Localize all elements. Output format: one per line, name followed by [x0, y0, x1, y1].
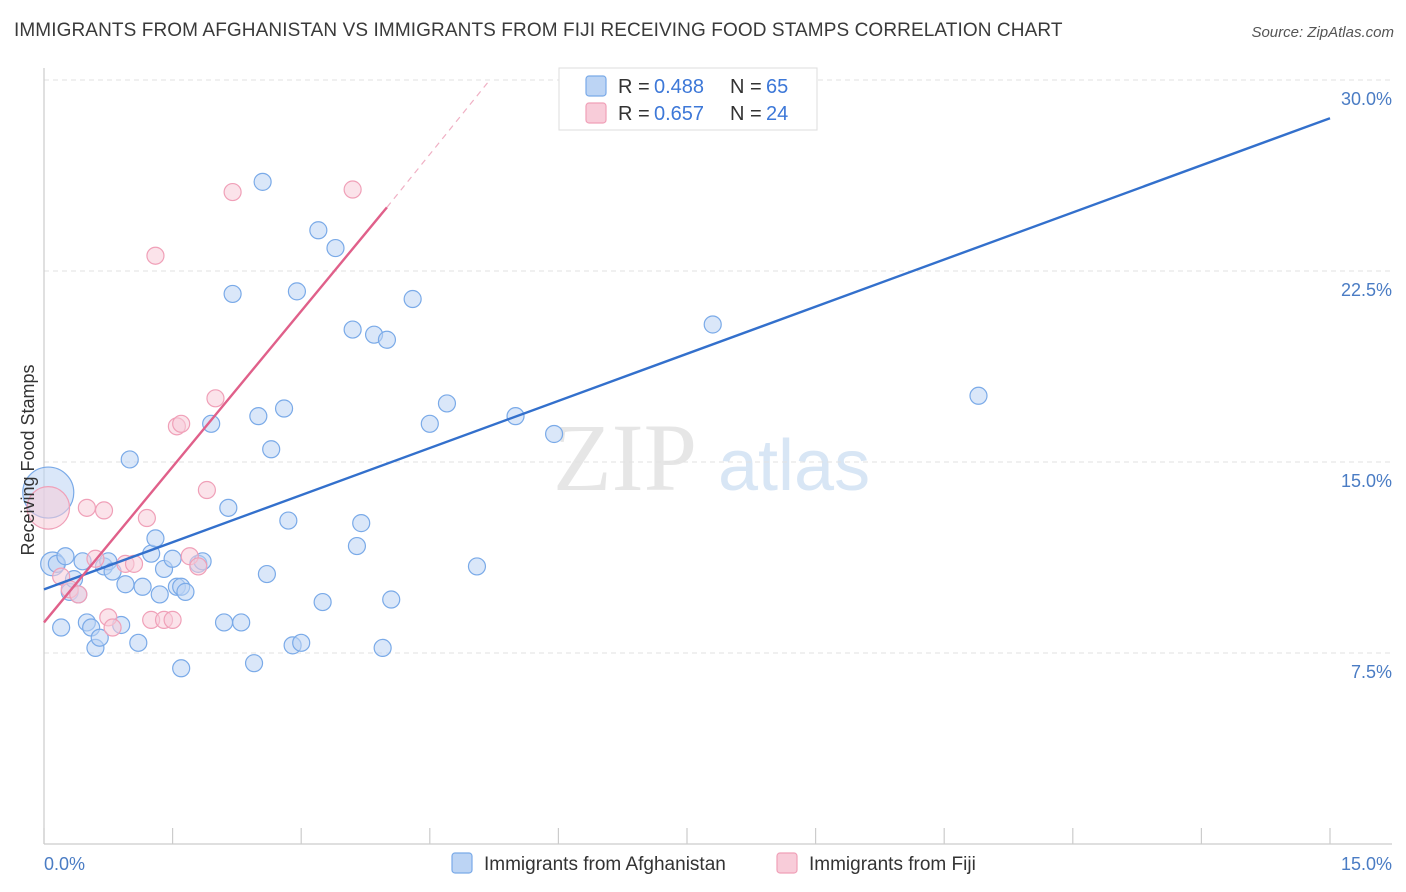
- point-afghanistan: [202, 414, 221, 433]
- point-afghanistan: [309, 221, 328, 240]
- point-afghanistan: [377, 330, 397, 349]
- point-afghanistan: [545, 424, 564, 444]
- correlation-legend: R = 0.488 N = 65 R = 0.657 N = 24: [558, 67, 818, 131]
- watermark-atlas: atlas: [718, 426, 870, 506]
- point-fiji: [343, 180, 362, 199]
- point-afghanistan: [150, 585, 169, 604]
- point-afghanistan: [214, 613, 234, 632]
- gridlines: [44, 79, 1392, 654]
- point-afghanistan: [244, 654, 264, 673]
- point-afghanistan: [287, 282, 307, 301]
- y-tick-labels: 7.5% 15.0% 22.5% 30.0%: [1341, 89, 1392, 682]
- legend-r-value-2: 0.657: [654, 103, 704, 125]
- point-fiji: [77, 498, 96, 517]
- series-swatch-fiji: [776, 852, 798, 874]
- point-afghanistan: [437, 394, 457, 413]
- point-afghanistan: [116, 575, 135, 594]
- trend-extension-fiji: [386, 79, 491, 208]
- chart-title: IMMIGRANTS FROM AFGHANISTAN VS IMMIGRANT…: [14, 20, 1063, 41]
- legend-n-value-1: 65: [766, 76, 788, 98]
- point-afghanistan: [326, 238, 345, 258]
- point-afghanistan: [249, 407, 268, 426]
- y-tick-label: 30.0%: [1341, 89, 1392, 109]
- point-afghanistan: [969, 386, 988, 405]
- series-legend: Immigrants from Afghanistan Immigrants f…: [451, 852, 976, 875]
- series-label-afghanistan: Immigrants from Afghanistan: [484, 854, 726, 875]
- point-fiji: [223, 182, 242, 202]
- point-afghanistan: [163, 549, 182, 568]
- point-fiji: [172, 414, 191, 433]
- axes: [43, 68, 1392, 845]
- point-afghanistan: [172, 659, 191, 678]
- point-afghanistan: [343, 320, 362, 339]
- legend-swatch-fiji: [585, 102, 607, 124]
- x-tick-label-min: 0.0%: [44, 854, 85, 874]
- point-fiji: [26, 485, 71, 530]
- trend-lines: [43, 79, 1331, 624]
- point-afghanistan: [420, 414, 439, 433]
- point-afghanistan: [373, 638, 392, 658]
- point-afghanistan: [129, 633, 148, 652]
- point-afghanistan: [262, 440, 281, 459]
- legend-swatch-afghanistan: [585, 75, 607, 97]
- point-fiji: [146, 246, 165, 265]
- point-afghanistan: [56, 547, 75, 566]
- y-axis-label: Receiving Food Stamps: [18, 364, 38, 555]
- trend-line-fiji: [43, 206, 388, 624]
- point-afghanistan: [120, 450, 139, 469]
- point-afghanistan: [313, 592, 332, 612]
- chart-source: Source: ZipAtlas.com: [1251, 24, 1394, 41]
- legend-r-label-1: R =: [618, 76, 650, 98]
- legend-n-label-2: N =: [730, 103, 762, 125]
- legend-n-value-2: 24: [766, 103, 788, 125]
- point-afghanistan: [176, 582, 195, 601]
- legend-n-label-1: N =: [730, 76, 762, 98]
- legend-r-label-2: R =: [618, 103, 650, 125]
- point-afghanistan: [352, 514, 371, 533]
- point-fiji: [163, 610, 182, 629]
- point-afghanistan: [279, 511, 298, 530]
- point-afghanistan: [403, 289, 422, 309]
- point-fiji: [137, 508, 156, 528]
- point-fiji: [69, 585, 88, 604]
- point-afghanistan: [253, 172, 272, 191]
- data-points: [22, 172, 988, 678]
- point-afghanistan: [257, 564, 277, 584]
- point-afghanistan: [232, 613, 251, 632]
- y-tick-label: 22.5%: [1341, 280, 1392, 300]
- point-afghanistan: [703, 315, 722, 334]
- point-afghanistan: [274, 399, 294, 418]
- point-afghanistan: [382, 590, 401, 609]
- x-ticks: [43, 828, 1331, 844]
- point-afghanistan: [347, 536, 367, 556]
- point-afghanistan: [292, 633, 311, 652]
- series-label-fiji: Immigrants from Fiji: [809, 854, 976, 875]
- y-tick-label: 7.5%: [1351, 662, 1392, 682]
- point-fiji: [103, 618, 122, 637]
- trend-line-afghanistan: [43, 117, 1331, 591]
- point-afghanistan: [90, 628, 109, 647]
- point-fiji: [206, 389, 225, 408]
- point-fiji: [197, 480, 216, 500]
- point-afghanistan: [467, 557, 487, 576]
- point-fiji: [94, 501, 114, 520]
- series-swatch-afghanistan: [451, 852, 473, 874]
- point-fiji: [189, 557, 208, 576]
- point-afghanistan: [52, 618, 71, 637]
- point-afghanistan: [223, 284, 242, 304]
- point-afghanistan: [219, 498, 238, 517]
- x-tick-label-max: 15.0%: [1341, 854, 1392, 874]
- point-afghanistan: [146, 529, 165, 548]
- watermark-zip: ZIP: [553, 404, 697, 511]
- legend-r-value-1: 0.488: [654, 76, 704, 98]
- y-tick-label: 15.0%: [1341, 471, 1392, 491]
- point-afghanistan: [133, 577, 152, 596]
